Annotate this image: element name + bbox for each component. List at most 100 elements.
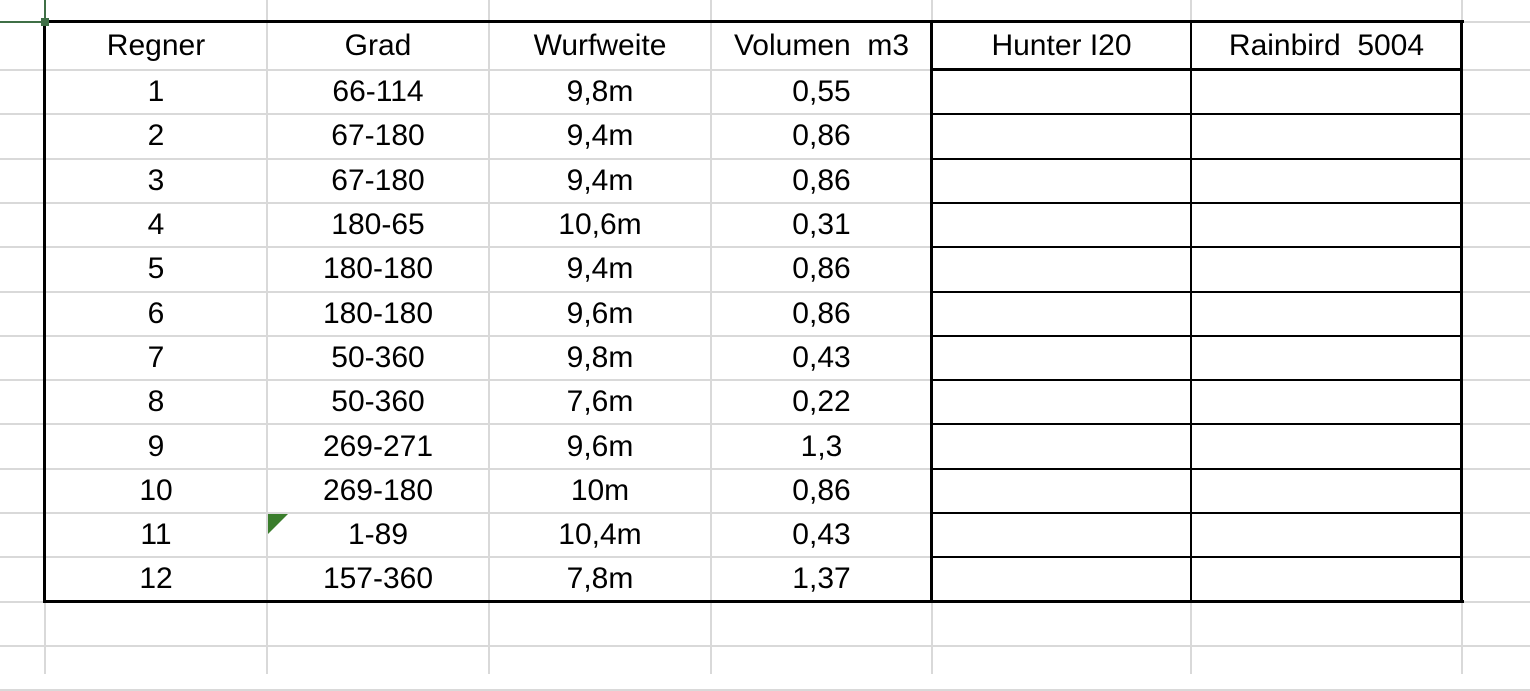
empty-cell[interactable] [932,469,1191,513]
data-cell[interactable]: 10 [139,473,173,507]
gridline-horizontal [0,556,1530,559]
empty-cell[interactable] [1191,159,1462,203]
data-cell[interactable]: 0,31 [792,208,851,242]
header-cell[interactable]: Grad [344,29,412,62]
data-cell[interactable]: 269-180 [322,473,434,507]
data-cell[interactable]: 10,6m [558,208,642,242]
data-cell[interactable]: 269-271 [322,429,434,463]
header-cell[interactable]: Hunter I20 [991,29,1132,62]
header-cell[interactable]: Volumen m3 [733,29,910,62]
data-cell[interactable]: 9,8m [566,75,634,109]
empty-cell[interactable] [932,513,1191,557]
gridline-horizontal [0,157,1530,160]
empty-cell[interactable] [932,203,1191,247]
data-cell[interactable]: 9,4m [566,163,634,197]
data-cell[interactable]: 180-180 [322,296,434,330]
data-cell[interactable]: 1-89 [347,518,409,552]
data-cell[interactable]: 0,55 [792,75,851,109]
gridline-horizontal [0,290,1530,293]
inner-divider-horizontal [930,379,1463,382]
data-cell[interactable]: 50-360 [331,385,425,419]
data-cell[interactable]: 67-180 [331,163,425,197]
inner-divider-horizontal [930,290,1463,293]
inner-divider-horizontal [930,423,1463,426]
data-cell[interactable]: 9,4m [566,252,634,286]
gridline-vertical [710,0,712,674]
selection-border [44,0,46,22]
data-cell[interactable]: 180-65 [331,208,425,242]
empty-cell[interactable] [932,70,1191,114]
header-border-bottom [930,68,1463,71]
data-cell[interactable]: 0,86 [792,296,851,330]
inner-divider-horizontal [930,113,1463,116]
data-cell[interactable]: 2 [147,119,165,153]
data-cell[interactable]: 5 [147,252,165,286]
table-border-right [1460,20,1463,603]
data-cell[interactable]: 6 [147,296,165,330]
header-cell[interactable]: Regner [106,29,206,62]
data-cell[interactable]: 0,43 [792,518,851,552]
header-cell[interactable]: Wurfweite [533,29,667,62]
data-cell[interactable]: 9 [147,429,165,463]
data-cell[interactable]: 180-180 [322,252,434,286]
empty-cell[interactable] [932,336,1191,380]
data-cell[interactable]: 0,86 [792,163,851,197]
data-cell[interactable]: 0,86 [792,473,851,507]
data-cell[interactable]: 9,8m [566,340,634,374]
empty-cell[interactable] [1191,513,1462,557]
empty-cell[interactable] [932,114,1191,158]
empty-cell[interactable] [932,247,1191,291]
empty-cell[interactable] [1191,114,1462,158]
data-cell[interactable]: 67-180 [331,119,425,153]
data-cell[interactable]: 157-360 [322,562,434,596]
data-cell[interactable]: 66-114 [332,75,424,109]
data-cell[interactable]: 1,37 [792,562,851,596]
empty-cell[interactable] [1191,557,1462,601]
comment-indicator-icon [268,514,288,534]
empty-cell[interactable] [1191,203,1462,247]
gridline-horizontal [0,379,1530,382]
empty-cell[interactable] [1191,247,1462,291]
data-cell[interactable]: 7 [147,340,165,374]
data-cell[interactable]: 1,3 [800,429,843,463]
data-cell[interactable]: 0,86 [792,119,851,153]
data-cell[interactable]: 0,22 [792,385,851,419]
data-cell[interactable]: 8 [147,385,165,419]
data-cell[interactable]: 7,8m [566,562,634,596]
data-cell[interactable]: 0,86 [792,252,851,286]
empty-cell[interactable] [932,292,1191,336]
data-cell[interactable]: 1 [147,75,165,109]
gridline-vertical [488,0,490,674]
empty-cell[interactable] [1191,70,1462,114]
empty-cell[interactable] [1191,380,1462,424]
empty-cell[interactable] [932,557,1191,601]
gridline-horizontal [0,246,1530,249]
data-cell[interactable]: 3 [147,163,165,197]
selection-fill-handle[interactable] [41,18,49,26]
data-cell[interactable]: 10,4m [558,518,642,552]
empty-cell[interactable] [1191,292,1462,336]
header-cell[interactable]: Rainbird 5004 [1228,29,1425,62]
gridline-horizontal [0,201,1530,204]
data-cell[interactable]: 9,6m [566,296,634,330]
empty-cell[interactable] [932,159,1191,203]
data-cell[interactable]: 4 [147,208,165,242]
data-cell[interactable]: 11 [140,518,172,552]
inner-divider-horizontal [930,512,1463,514]
gridline-horizontal [0,113,1530,116]
data-cell[interactable]: 12 [139,562,173,596]
data-cell[interactable]: 0,43 [792,340,851,374]
data-cell[interactable]: 9,6m [566,429,634,463]
empty-cell[interactable] [1191,469,1462,513]
empty-cell[interactable] [1191,424,1462,468]
data-cell[interactable]: 10m [570,473,630,507]
data-cell[interactable]: 7,6m [566,385,634,419]
data-cell[interactable]: 9,4m [566,119,634,153]
data-cell[interactable]: 50-360 [331,340,425,374]
empty-cell[interactable] [932,424,1191,468]
empty-cell[interactable] [1191,336,1462,380]
empty-cell[interactable] [932,380,1191,424]
inner-divider-horizontal [930,467,1463,470]
table-border-middle [930,20,933,603]
inner-divider-horizontal [930,334,1463,337]
